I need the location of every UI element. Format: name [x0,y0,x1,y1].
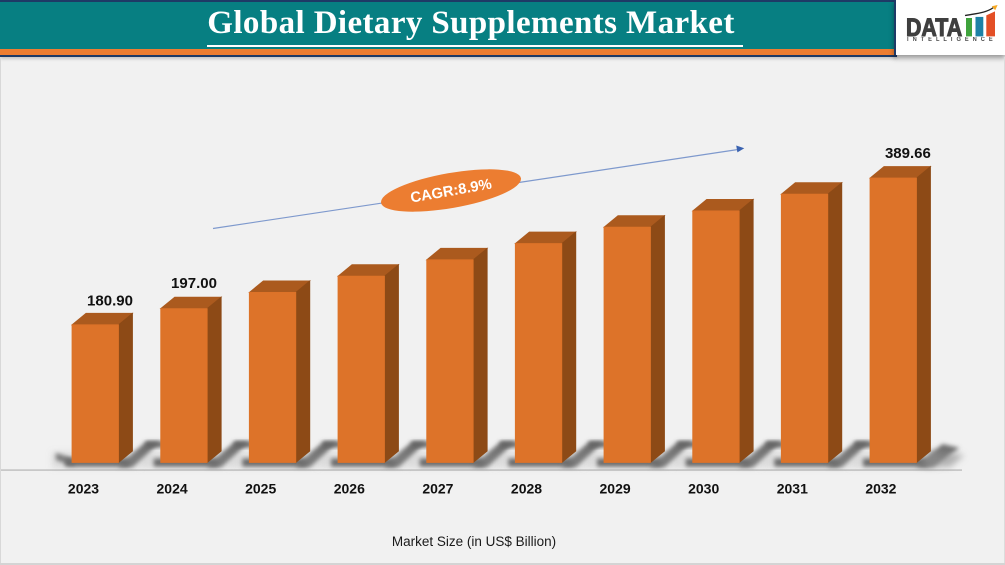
svg-text:2029: 2029 [600,481,631,497]
svg-text:2031: 2031 [777,481,808,497]
svg-text:197.00: 197.00 [171,275,217,292]
svg-text:389.66: 389.66 [885,145,931,162]
svg-text:2027: 2027 [422,481,453,497]
svg-text:2032: 2032 [865,481,896,497]
svg-text:2028: 2028 [511,481,542,497]
svg-text:180.90: 180.90 [87,293,133,310]
svg-text:2024: 2024 [157,481,188,497]
svg-text:2030: 2030 [688,481,719,497]
svg-text:2025: 2025 [245,481,276,497]
svg-text:2026: 2026 [334,481,365,497]
svg-text:2023: 2023 [68,481,99,497]
